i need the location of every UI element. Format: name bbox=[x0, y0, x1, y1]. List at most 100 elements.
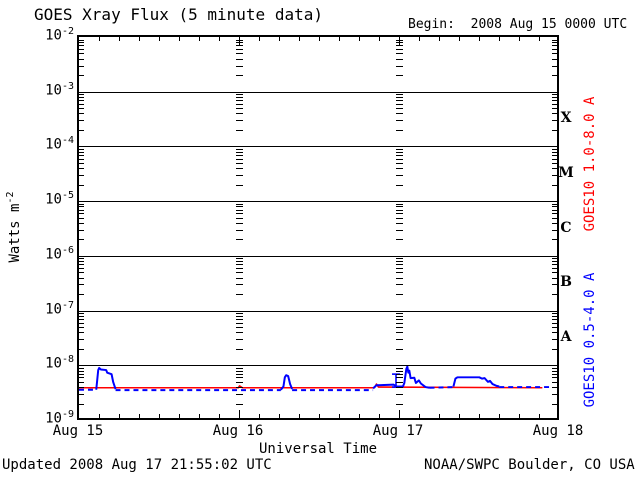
xray-short-series bbox=[280, 374, 294, 391]
y-minor-tick bbox=[552, 175, 557, 177]
day-boundary-tick bbox=[236, 284, 243, 286]
day-boundary-tick bbox=[236, 203, 243, 205]
day-boundary-tick bbox=[236, 377, 243, 379]
y-minor-tick bbox=[79, 206, 84, 208]
hour-tick bbox=[519, 414, 520, 418]
y-minor-tick bbox=[79, 120, 84, 122]
day-boundary-tick bbox=[236, 148, 243, 150]
day-boundary-tick bbox=[236, 129, 243, 131]
day-boundary-tick bbox=[396, 168, 403, 170]
day-boundary-tick bbox=[396, 203, 403, 205]
day-boundary-tick bbox=[236, 264, 243, 266]
y-minor-tick bbox=[79, 151, 84, 153]
day-boundary-tick bbox=[396, 158, 403, 160]
y-minor-tick bbox=[79, 332, 84, 334]
day-boundary-tick bbox=[236, 97, 243, 99]
y-minor-tick bbox=[79, 184, 84, 186]
y-minor-tick bbox=[79, 367, 84, 369]
y-minor-tick bbox=[552, 229, 557, 231]
y-minor-tick bbox=[552, 367, 557, 369]
day-boundary-tick bbox=[396, 277, 403, 279]
y-minor-tick bbox=[552, 103, 557, 105]
hour-tick bbox=[119, 414, 120, 418]
hour-tick bbox=[199, 37, 200, 41]
hour-tick bbox=[119, 37, 120, 41]
y-minor-tick bbox=[79, 327, 84, 329]
day-boundary-tick bbox=[236, 319, 243, 321]
day-boundary-tick bbox=[396, 94, 403, 96]
y-minor-tick bbox=[79, 403, 84, 405]
plot-area bbox=[77, 35, 559, 420]
day-boundary-tick bbox=[396, 348, 403, 350]
day-boundary-tick bbox=[396, 217, 403, 219]
y-axis-tick-label: 10-7 bbox=[28, 299, 74, 316]
day-boundary-tick bbox=[396, 294, 403, 296]
hour-tick bbox=[239, 410, 240, 418]
day-boundary-tick bbox=[396, 313, 403, 315]
day-boundary-tick bbox=[236, 162, 243, 164]
day-boundary-tick bbox=[236, 175, 243, 177]
y-minor-tick bbox=[79, 175, 84, 177]
y-minor-tick bbox=[552, 151, 557, 153]
day-boundary-tick bbox=[236, 94, 243, 96]
y-minor-tick bbox=[552, 213, 557, 215]
y-minor-tick bbox=[79, 42, 84, 44]
flare-class-label: C bbox=[560, 219, 572, 236]
day-boundary-tick bbox=[396, 377, 403, 379]
hour-tick bbox=[479, 414, 480, 418]
day-boundary-tick bbox=[396, 184, 403, 186]
day-boundary-tick bbox=[236, 168, 243, 170]
day-boundary-tick bbox=[236, 327, 243, 329]
y-tick-exponent: -7 bbox=[61, 299, 74, 311]
day-boundary-tick bbox=[396, 108, 403, 110]
y-minor-tick bbox=[552, 75, 557, 77]
day-boundary-tick bbox=[236, 65, 243, 67]
y-minor-tick bbox=[79, 45, 84, 47]
y-minor-tick bbox=[79, 377, 84, 379]
hour-tick bbox=[179, 37, 180, 41]
day-boundary-tick bbox=[236, 158, 243, 160]
y-tick-base: 10 bbox=[45, 355, 62, 372]
hour-tick bbox=[519, 37, 520, 41]
day-boundary-tick bbox=[236, 348, 243, 350]
day-boundary-tick bbox=[396, 370, 403, 372]
y-axis-title: Watts m-2 bbox=[5, 191, 23, 262]
hour-tick bbox=[439, 414, 440, 418]
y-minor-tick bbox=[552, 294, 557, 296]
day-boundary-tick bbox=[236, 229, 243, 231]
day-boundary-tick bbox=[236, 393, 243, 395]
y-minor-tick bbox=[552, 154, 557, 156]
hour-tick bbox=[339, 37, 340, 41]
page-title: GOES Xray Flux (5 minute data) bbox=[34, 5, 323, 24]
y-minor-tick bbox=[552, 267, 557, 269]
day-boundary-tick bbox=[236, 387, 243, 389]
y-minor-tick bbox=[552, 206, 557, 208]
y-minor-tick bbox=[79, 100, 84, 102]
hour-tick bbox=[199, 414, 200, 418]
y-minor-tick bbox=[552, 258, 557, 260]
y-minor-tick bbox=[552, 373, 557, 375]
day-boundary-tick bbox=[236, 381, 243, 383]
y-minor-tick bbox=[552, 348, 557, 350]
y-minor-tick bbox=[552, 100, 557, 102]
day-boundary-tick bbox=[396, 373, 403, 375]
day-boundary-tick bbox=[396, 222, 403, 224]
y-minor-tick bbox=[79, 387, 84, 389]
y-minor-tick bbox=[79, 272, 84, 274]
y-minor-tick bbox=[552, 315, 557, 317]
y-axis-tick-label: 10-6 bbox=[28, 245, 74, 261]
y-minor-tick bbox=[79, 348, 84, 350]
y-minor-tick bbox=[552, 49, 557, 51]
y-minor-tick bbox=[552, 327, 557, 329]
y-tick-base: 10 bbox=[45, 410, 62, 427]
y-minor-tick bbox=[552, 319, 557, 321]
day-boundary-tick bbox=[236, 58, 243, 60]
day-boundary-tick bbox=[396, 75, 403, 77]
y-minor-tick bbox=[552, 313, 557, 315]
day-boundary-tick bbox=[236, 53, 243, 55]
day-boundary-tick bbox=[396, 393, 403, 395]
hour-tick bbox=[399, 410, 400, 418]
y-minor-tick bbox=[552, 58, 557, 60]
x-axis-tick-label: Aug 18 bbox=[532, 423, 584, 439]
y-minor-tick bbox=[79, 97, 84, 99]
